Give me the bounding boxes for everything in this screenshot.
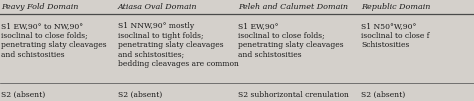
Text: S1 EW,90°
isoclinal to close folds;
penetrating slaty cleavages
and schistositie: S1 EW,90° isoclinal to close folds; pene… — [238, 22, 344, 59]
Text: S2 (absent): S2 (absent) — [1, 91, 45, 99]
Text: Peleh and Calumet Domain: Peleh and Calumet Domain — [238, 3, 348, 11]
Text: Atiasa Oval Domain: Atiasa Oval Domain — [118, 3, 197, 11]
Text: Peavy Fold Domain: Peavy Fold Domain — [1, 3, 78, 11]
Text: S1 NNW,90° mostly
isoclinal to tight folds;
penetrating slaty cleavages
and schi: S1 NNW,90° mostly isoclinal to tight fol… — [118, 22, 238, 68]
Text: S1 N50°W,90°
isoclinal to close f
Schistosities: S1 N50°W,90° isoclinal to close f Schist… — [361, 22, 430, 49]
Text: S2 subhorizontal crenulation: S2 subhorizontal crenulation — [238, 91, 349, 99]
Text: Republic Domain: Republic Domain — [361, 3, 430, 11]
Text: S2 (absent): S2 (absent) — [118, 91, 162, 99]
Text: S2 (absent): S2 (absent) — [361, 91, 405, 99]
Text: S1 EW,90° to NW,90°
isoclinal to close folds;
penetrating slaty cleavages
and sc: S1 EW,90° to NW,90° isoclinal to close f… — [1, 22, 107, 59]
